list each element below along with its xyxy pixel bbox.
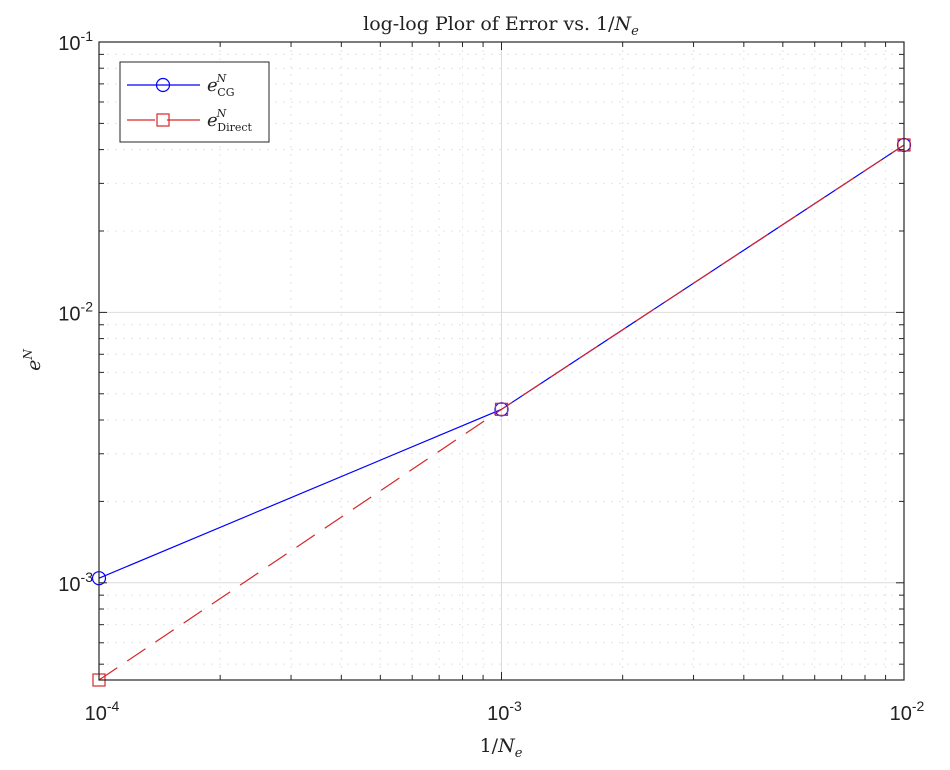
x-axis-label: 1/Ne	[480, 735, 523, 761]
data-point-direct	[494, 402, 509, 416]
legend-item-direct: eN Direct	[127, 107, 253, 134]
legend-box	[119, 61, 270, 143]
legend-square-marker-icon	[156, 113, 170, 127]
legend-circle-marker-icon	[155, 77, 171, 93]
series-line-direct	[98, 144, 905, 681]
legend: eN CG eN Direct	[119, 61, 270, 143]
x-tick-label: 10-2	[890, 698, 925, 725]
x-tick-label: 10-3	[487, 698, 522, 725]
ticks: 10-4 10-3 10-2 10-3 10-2 10-1	[58, 28, 924, 725]
y-tick-label: 10-1	[58, 28, 93, 55]
legend-item-cg: eN CG	[127, 72, 235, 99]
y-tick-label: 10-2	[58, 298, 93, 325]
y-axis-label: eN	[21, 349, 45, 371]
y-tick-label: 10-3	[58, 569, 93, 596]
chart-title: log-log Plor of Error vs. 1/Ne	[363, 13, 639, 39]
x-tick-label: 10-4	[85, 698, 120, 725]
